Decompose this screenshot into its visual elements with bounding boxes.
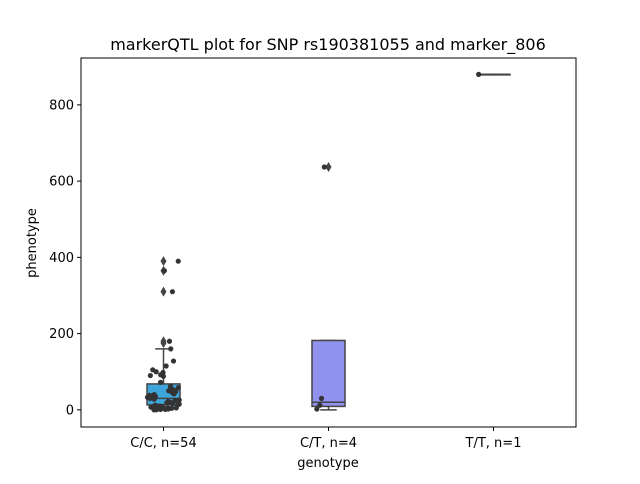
point <box>164 400 170 406</box>
point <box>170 401 176 407</box>
x-tick-label: T/T, n=1 <box>465 436 522 451</box>
y-tick-label: 600 <box>49 175 74 190</box>
point <box>151 407 157 413</box>
point <box>147 395 153 402</box>
y-tick-label: 0 <box>66 403 74 418</box>
point <box>162 406 168 413</box>
outlier <box>160 338 167 349</box>
point <box>157 379 164 385</box>
y-tick-label: 400 <box>49 251 74 266</box>
point <box>163 363 169 369</box>
y-axis-label: phenotype <box>25 208 40 278</box>
point <box>318 395 325 402</box>
outlier <box>160 286 167 297</box>
point <box>176 397 182 403</box>
point <box>175 258 181 264</box>
point <box>175 385 181 391</box>
point <box>147 372 153 379</box>
point <box>170 358 177 364</box>
x-tick-label: C/C, n=54 <box>130 436 196 451</box>
point <box>157 406 164 413</box>
x-tick-label: C/T, n=4 <box>300 436 357 451</box>
point <box>317 402 323 408</box>
y-tick-label: 800 <box>49 98 74 113</box>
point <box>314 406 320 412</box>
point <box>169 289 176 295</box>
point <box>168 346 174 352</box>
box <box>311 339 346 408</box>
point <box>173 405 179 411</box>
point <box>153 369 159 375</box>
x-axis-label: genotype <box>297 456 358 471</box>
point <box>151 396 157 402</box>
y-tick-label: 200 <box>49 327 74 342</box>
point <box>476 71 482 77</box>
point <box>321 164 327 170</box>
point <box>166 338 173 344</box>
outlier <box>160 256 167 267</box>
chart-title: markerQTL plot for SNP rs190381055 and m… <box>110 35 546 55</box>
plot-frame <box>80 57 577 428</box>
point <box>161 268 168 274</box>
point <box>171 391 177 397</box>
point <box>160 373 167 379</box>
outlier <box>325 162 332 173</box>
